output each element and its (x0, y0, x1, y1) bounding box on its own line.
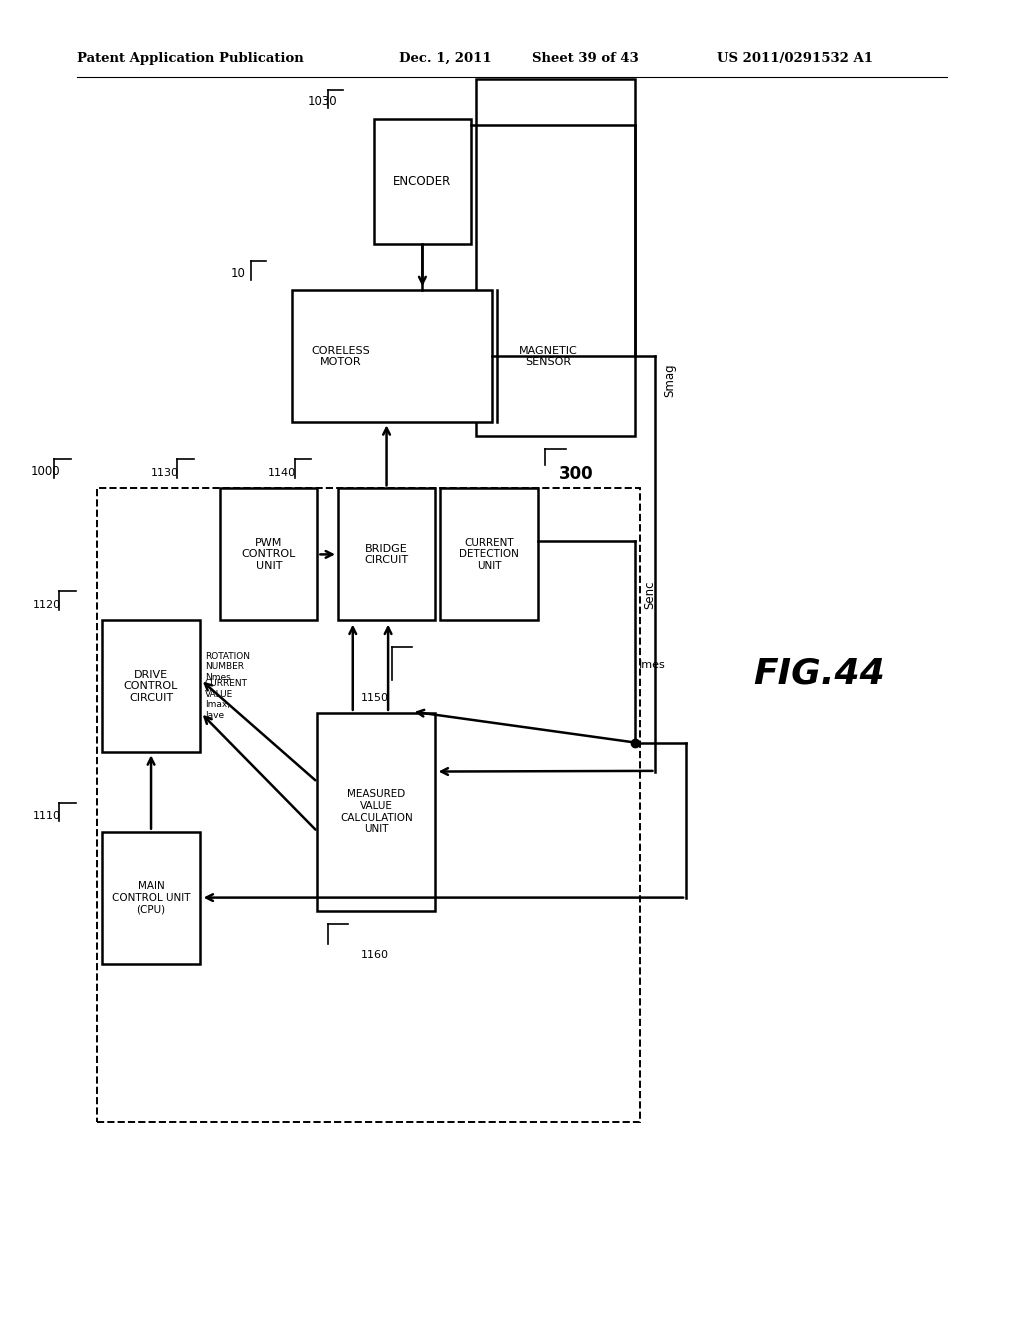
Bar (338, 488, 435, 620)
Text: 1140: 1140 (268, 467, 296, 478)
Text: MAIN
CONTROL UNIT
(CPU): MAIN CONTROL UNIT (CPU) (112, 880, 190, 915)
Text: PWM
CONTROL
UNIT: PWM CONTROL UNIT (242, 537, 296, 572)
Text: 1160: 1160 (360, 950, 389, 961)
Bar (220, 488, 317, 620)
Text: CORELESS
MOTOR: CORELESS MOTOR (311, 346, 371, 367)
Text: ENCODER: ENCODER (393, 176, 452, 187)
Text: Dec. 1, 2011: Dec. 1, 2011 (399, 51, 492, 65)
Text: MEASURED
VALUE
CALCULATION
UNIT: MEASURED VALUE CALCULATION UNIT (340, 789, 413, 834)
Text: Patent Application Publication: Patent Application Publication (77, 51, 303, 65)
Text: BRIDGE
CIRCUIT: BRIDGE CIRCUIT (365, 544, 409, 565)
Bar (374, 119, 471, 244)
Bar (440, 488, 538, 620)
Text: 1000: 1000 (31, 465, 60, 478)
Text: Sheet 39 of 43: Sheet 39 of 43 (532, 51, 639, 65)
Bar (476, 79, 635, 436)
Text: 10: 10 (230, 267, 246, 280)
Text: 1030: 1030 (307, 95, 337, 108)
Text: 1120: 1120 (33, 599, 60, 610)
Text: US 2011/0291532 A1: US 2011/0291532 A1 (717, 51, 872, 65)
Bar (97, 488, 640, 1122)
Text: Senc: Senc (643, 581, 656, 610)
Text: ROTATION
NUMBER
Nmes: ROTATION NUMBER Nmes (205, 652, 250, 681)
Text: 1130: 1130 (151, 467, 178, 478)
Bar (102, 832, 200, 964)
Bar (102, 620, 200, 752)
Text: 1150: 1150 (360, 693, 389, 704)
Text: CURRENT
VALUE
Imax,
Iave: CURRENT VALUE Imax, Iave (205, 680, 248, 719)
Text: Smag: Smag (664, 363, 677, 396)
Text: MAGNETIC
SENSOR: MAGNETIC SENSOR (518, 346, 578, 367)
Text: FIG.44: FIG.44 (754, 656, 885, 690)
Bar (292, 290, 492, 422)
Text: Imes: Imes (639, 660, 666, 671)
Text: CURRENT
DETECTION
UNIT: CURRENT DETECTION UNIT (459, 537, 519, 572)
Bar (317, 713, 435, 911)
Text: 1110: 1110 (33, 810, 60, 821)
Text: 300: 300 (559, 465, 593, 483)
Text: DRIVE
CONTROL
CIRCUIT: DRIVE CONTROL CIRCUIT (124, 669, 178, 704)
